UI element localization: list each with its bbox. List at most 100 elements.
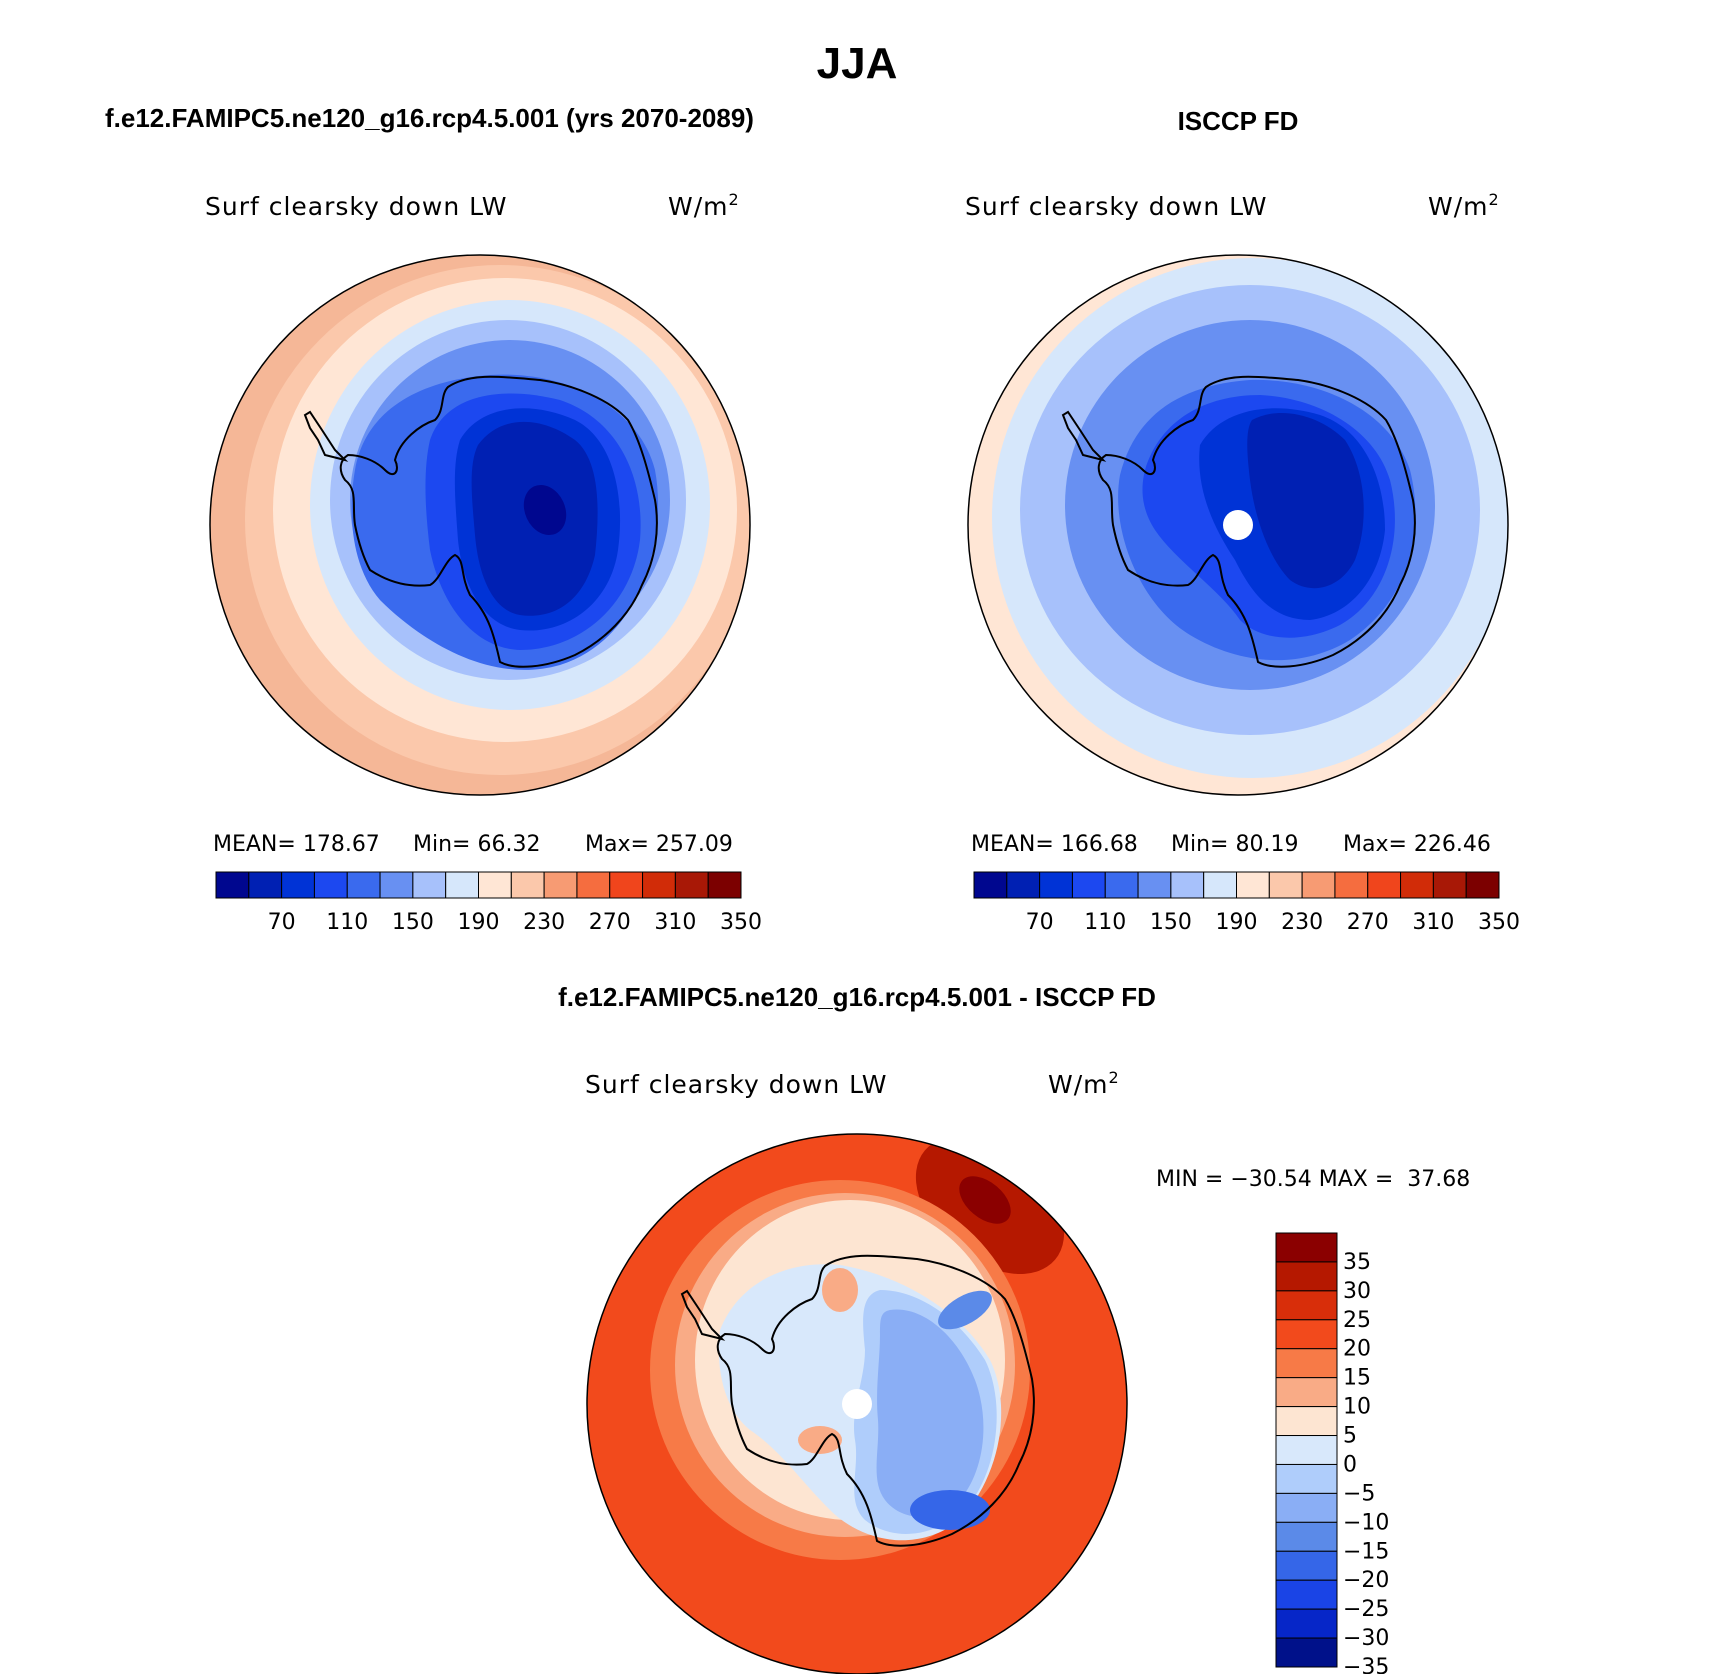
map-fill	[210, 255, 750, 795]
stats-max: Max= 226.46	[1343, 832, 1491, 857]
stats-min: Min= 80.19	[1171, 832, 1298, 857]
colorbar-tick-label: −35	[1343, 1655, 1389, 1674]
colorbar-tick-label: −20	[1343, 1568, 1389, 1593]
contour-band	[1247, 412, 1364, 589]
colorbar-box	[379, 871, 414, 899]
colorbar-box	[609, 871, 644, 899]
panel-diff: f.e12.FAMIPC5.ne120_g16.rcp4.5.001 - ISC…	[558, 982, 1470, 1674]
colorbar-box	[1334, 871, 1369, 899]
colorbar-box	[1275, 1637, 1338, 1668]
colorbar-tick-label: −5	[1343, 1481, 1375, 1506]
colorbar-tick-label: 30	[1343, 1279, 1371, 1304]
variable-label: Surf clearsky down LW	[585, 1070, 888, 1099]
colorbar-box	[543, 871, 578, 899]
contour-band	[523, 484, 567, 536]
colorbar-box	[412, 871, 447, 899]
colorbar-box	[1039, 871, 1073, 899]
contour-band	[959, 1176, 1011, 1224]
colorbar-tick-label: 25	[1343, 1308, 1371, 1333]
colorbar-box	[1275, 1608, 1338, 1639]
colorbar-box	[1170, 871, 1205, 899]
colorbar: 70 110 150 190 230 270 310 350	[973, 871, 1520, 935]
stats-min: Min= 66.32	[413, 832, 540, 857]
colorbar-box	[1275, 1319, 1338, 1350]
colorbar-box	[674, 871, 709, 899]
units-label: W/m2	[1428, 190, 1500, 221]
colorbar-box	[1275, 1290, 1338, 1321]
colorbar-box	[1275, 1550, 1338, 1581]
colorbar-box	[248, 871, 283, 899]
panel-model: f.e12.FAMIPC5.ne120_g16.rcp4.5.001 (yrs …	[105, 103, 762, 935]
colorbar-box	[1275, 1435, 1338, 1465]
colorbar-box	[1400, 871, 1434, 899]
colorbar: 35 30 25 20 15 10 5 0 −5 −10 −15 −20 −25 −30 −35	[1275, 1232, 1389, 1674]
missing-data	[1223, 510, 1253, 540]
colorbar-tick-label: 15	[1343, 1366, 1371, 1391]
colorbar-tick-label: −15	[1343, 1539, 1389, 1564]
colorbar-box	[1432, 871, 1467, 899]
colorbar-tick-label: 70	[1026, 910, 1054, 935]
contour-band	[798, 1426, 842, 1454]
colorbar-tick-label: 350	[1478, 910, 1520, 935]
panel-obs: ISCCP FD Surf clearsky down LW W/m2 MEAN…	[965, 106, 1520, 935]
colorbar-box	[642, 871, 676, 899]
colorbar-tick-label: 270	[589, 910, 631, 935]
colorbar-box	[313, 871, 348, 899]
units-label: W/m2	[1048, 1068, 1120, 1099]
colorbar-box	[1104, 871, 1139, 899]
coastline	[1061, 375, 1416, 668]
colorbar-tick-label: 350	[720, 910, 762, 935]
variable-label: Surf clearsky down LW	[965, 192, 1268, 221]
panel-title: ISCCP FD	[1178, 106, 1299, 136]
colorbar-box	[576, 871, 611, 899]
colorbar-box	[1275, 1463, 1338, 1494]
colorbar-tick-label: −30	[1343, 1626, 1389, 1651]
colorbar-box	[281, 871, 315, 899]
colorbar-tick-label: 150	[1150, 910, 1192, 935]
units-label: W/m2	[668, 190, 740, 221]
colorbar-tick-label: 150	[392, 910, 434, 935]
contour-band	[822, 1268, 858, 1312]
contour-band	[876, 1309, 984, 1517]
colorbar-tick-label: 35	[1343, 1250, 1371, 1275]
colorbar-box	[1071, 871, 1106, 899]
figure-title: JJA	[817, 39, 898, 88]
coastline	[680, 1254, 1035, 1547]
colorbar-tick-label: 110	[1084, 910, 1126, 935]
colorbar-tick-label: −25	[1343, 1597, 1389, 1622]
colorbar-tick-label: 10	[1343, 1395, 1371, 1420]
stats-minmax: MIN = −30.54 MAX = 37.68	[1156, 1167, 1470, 1192]
colorbar-tick-label: 190	[1216, 910, 1258, 935]
colorbar-tick-label: 310	[654, 910, 696, 935]
colorbar-box	[973, 871, 1008, 899]
colorbar-box	[510, 871, 545, 899]
colorbar-box	[1203, 871, 1237, 899]
colorbar-box	[1367, 871, 1402, 899]
contour-band	[910, 1490, 990, 1530]
colorbar-box	[1275, 1579, 1338, 1610]
colorbar-box	[1275, 1232, 1338, 1263]
stats-mean: MEAN= 178.67	[213, 832, 380, 857]
map-fill	[968, 255, 1508, 795]
map-border	[209, 254, 751, 796]
contour-band	[938, 1290, 992, 1330]
colorbar-box	[1301, 871, 1336, 899]
colorbar-tick-label: 5	[1343, 1424, 1357, 1449]
map-border	[586, 1133, 1128, 1674]
map-border	[967, 254, 1509, 796]
colorbar-tick-label: 310	[1412, 910, 1454, 935]
colorbar-box	[1275, 1261, 1338, 1292]
missing-data	[842, 1389, 872, 1419]
map-fill	[587, 1134, 1127, 1674]
coastline	[303, 375, 658, 668]
colorbar-tick-label: 0	[1343, 1452, 1357, 1477]
panel-title: f.e12.FAMIPC5.ne120_g16.rcp4.5.001 (yrs …	[105, 103, 754, 133]
colorbar-tick-label: 270	[1347, 910, 1389, 935]
colorbar-tick-label: 20	[1343, 1337, 1371, 1362]
colorbar-box	[215, 871, 250, 899]
colorbar-tick-label: −10	[1343, 1510, 1389, 1535]
colorbar-box	[1268, 871, 1303, 899]
colorbar-box	[346, 871, 381, 899]
colorbar-box	[478, 871, 512, 899]
